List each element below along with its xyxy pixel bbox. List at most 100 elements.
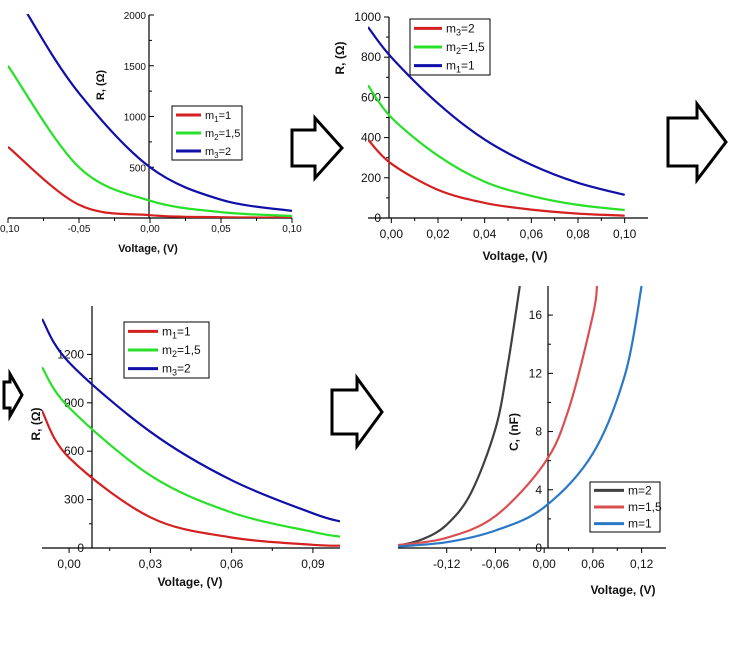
legend-value: =1,5 (638, 500, 662, 514)
series-line-m3 (368, 138, 625, 217)
y-tick-label: 600 (361, 90, 381, 104)
x-tick-label: 0,06 (581, 557, 605, 571)
legend: m1=1m2=1,5m3=2 (123, 321, 210, 379)
legend-entry: m3=2 (162, 362, 191, 378)
x-axis-title: Voltage, (V) (590, 583, 655, 597)
series-line-m2 (368, 84, 625, 212)
x-tick-label: 0,00 (140, 224, 160, 235)
arrow-right-icon (330, 373, 384, 451)
legend-value: =1 (638, 517, 652, 531)
x-tick-label: -0,10 (0, 224, 20, 235)
x-tick-label: 0,10 (613, 227, 637, 241)
legend-entry: m=2 (628, 483, 652, 497)
y-axis-title: R, (Ω) (333, 42, 347, 75)
legend-subscript: 2 (172, 349, 177, 359)
y-tick-label: 500 (129, 163, 146, 174)
x-tick-label: 0,00 (57, 557, 81, 571)
series-line-m1 (42, 410, 340, 547)
legend-value: =1,5 (219, 128, 241, 140)
x-tick-label: 0,10 (282, 224, 302, 235)
legend-entry: m3=2 (446, 21, 475, 37)
legend-base: m (205, 128, 214, 140)
legend-value: =1 (219, 110, 232, 122)
x-tick-label: 0,02 (426, 227, 450, 241)
legend: m1=1m2=1,5m3=2 (171, 105, 243, 161)
legend-base: m (446, 21, 456, 35)
legend-subscript: 2 (214, 133, 219, 142)
legend-subscript: 3 (172, 368, 177, 378)
series-line-m2 (8, 65, 292, 218)
y-tick-label: 1000 (354, 10, 381, 24)
legend-base: m (162, 362, 172, 376)
legend-entry: m3=2 (205, 146, 231, 160)
series-line-m1 (398, 285, 599, 547)
legend-value: =1 (461, 59, 475, 73)
arrow-right-icon (2, 368, 24, 422)
x-tick-label: 0,00 (380, 227, 404, 241)
y-axis-title: R, (Ω) (29, 408, 43, 441)
legend-entry: m2=1,5 (205, 128, 240, 142)
legend-entry: m1=1 (162, 324, 191, 340)
legend-subscript: 2 (456, 46, 461, 56)
series-line-m1 (368, 26, 625, 196)
legend-entry: m=1,5 (628, 500, 662, 514)
y-tick-label: 300 (64, 493, 84, 507)
y-axis-title: R, (Ω) (95, 70, 107, 101)
series-line-m1 (8, 146, 292, 218)
legend-value: =1 (177, 324, 191, 338)
legend-base: m (446, 59, 456, 73)
y-tick-label: 200 (361, 171, 381, 185)
y-axis-title: C, (nF) (507, 413, 521, 451)
y-tick-label: 4 (535, 483, 542, 497)
x-tick-label: -0,12 (433, 557, 461, 571)
y-tick-label: 0 (535, 541, 542, 555)
legend-subscript: 1 (456, 65, 461, 75)
legend-value: =2 (638, 483, 652, 497)
series-line-m3 (26, 14, 292, 212)
legend-subscript: 3 (456, 27, 461, 37)
x-tick-label: 0,06 (220, 557, 244, 571)
y-tick-label: 800 (361, 50, 381, 64)
y-tick-label: 12 (529, 366, 543, 380)
series-line-m0 (398, 285, 521, 547)
legend-value: =1,5 (177, 343, 201, 357)
legend-entry: m1=1 (205, 110, 231, 124)
legend-value: =1,5 (461, 40, 485, 54)
legend-base: m (205, 110, 214, 122)
y-tick-label: 400 (361, 131, 381, 145)
legend-value: =2 (461, 21, 475, 35)
legend-base: m (162, 324, 172, 338)
arrow-right-icon (666, 99, 728, 185)
legend-base: m (628, 517, 638, 531)
y-tick-label: 2000 (124, 11, 147, 22)
y-tick-label: 0 (77, 541, 84, 555)
legend-entry: m2=1,5 (162, 343, 201, 359)
legend-subscript: 1 (172, 330, 177, 340)
series-line-m2 (398, 285, 643, 548)
chart-resistance-positive: 0,00 0,02 0,04 0,06 0,08 0,10 0 200 400 600 800 100… (333, 10, 648, 263)
legend-base: m (628, 500, 638, 514)
y-tick-label: 900 (64, 396, 84, 410)
x-tick-label: 0,05 (211, 224, 231, 235)
x-tick-label: 0,06 (520, 227, 544, 241)
series-line-m2 (42, 366, 340, 538)
legend-value: =2 (177, 362, 191, 376)
x-tick-label: 0,04 (473, 227, 497, 241)
legend-base: m (628, 483, 638, 497)
series-line-m3 (42, 318, 340, 523)
legend-base: m (446, 40, 456, 54)
legend-base: m (205, 146, 214, 158)
legend-value: =2 (219, 146, 232, 158)
x-tick-label: 0,00 (533, 557, 557, 571)
legend-base: m (162, 343, 172, 357)
x-axis-title: Voltage, (V) (157, 575, 222, 589)
arrow-right-icon (290, 114, 345, 182)
y-tick-label: 1000 (124, 113, 147, 124)
x-tick-label: -0,05 (68, 224, 91, 235)
x-tick-label: 0,08 (566, 227, 590, 241)
x-tick-label: 0,03 (139, 557, 163, 571)
legend-subscript: 3 (214, 151, 219, 160)
chart-capacitance: -0,12 -0,06 0,00 0,06 0,12 0 4 8 12 16 Voltage, (V… (398, 285, 666, 597)
